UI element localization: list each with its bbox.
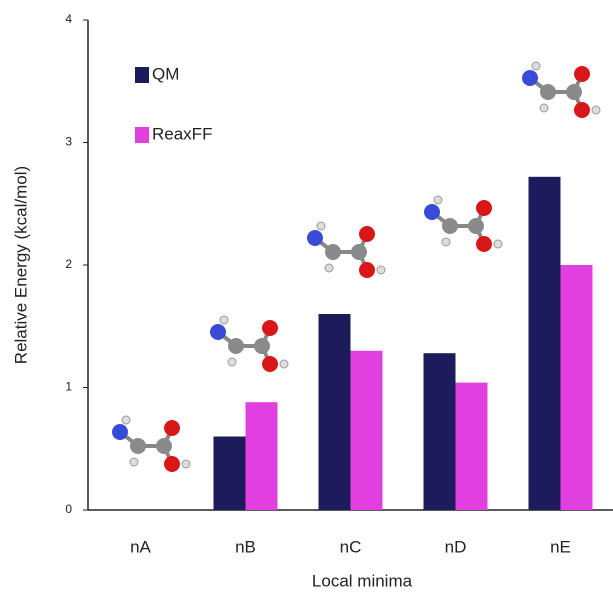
y-axis-title: Relative Energy (kcal/mol): [11, 166, 30, 364]
x-tick-label: nC: [340, 537, 362, 556]
molecule-icon: [307, 222, 385, 278]
bar: [246, 402, 278, 510]
molecule-icon: [210, 316, 288, 372]
bar: [351, 351, 383, 510]
molecule-icon: [424, 196, 502, 252]
x-tick-label: nD: [445, 537, 467, 556]
legend-swatch: [135, 127, 149, 143]
bar: [456, 383, 488, 510]
bar: [214, 437, 246, 511]
bar: [561, 265, 593, 510]
bar: [529, 177, 561, 510]
molecule-icon: [112, 416, 190, 472]
x-tick-label: nA: [130, 537, 151, 556]
x-tick-label: nE: [550, 537, 571, 556]
legend-swatch: [135, 67, 149, 83]
chart: Local minima Relative Energy (kcal/mol) …: [0, 0, 613, 597]
y-tick-label: 2: [65, 257, 72, 271]
y-tick-label: 4: [65, 12, 72, 26]
bar: [319, 314, 351, 510]
y-tick-label: 3: [65, 135, 72, 149]
legend-label: QM: [152, 64, 179, 83]
y-tick-label: 1: [65, 380, 72, 394]
molecule-icon: [522, 62, 600, 118]
legend-label: ReaxFF: [152, 124, 212, 143]
y-tick-label: 0: [65, 502, 72, 516]
x-axis-title: Local minima: [312, 571, 413, 590]
x-tick-label: nB: [235, 537, 256, 556]
bar: [424, 353, 456, 510]
